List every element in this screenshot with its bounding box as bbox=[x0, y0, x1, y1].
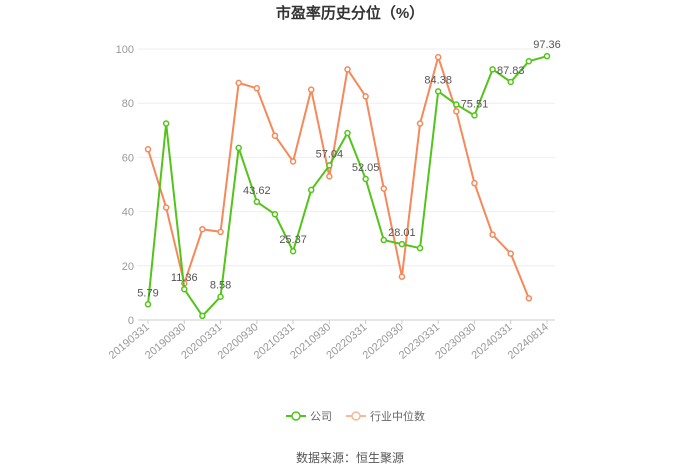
data-label: 84.38 bbox=[424, 74, 452, 86]
data-label: 97.36 bbox=[533, 39, 561, 51]
legend-marker bbox=[291, 411, 301, 421]
legend-item-industry-median[interactable]: 行业中位数 bbox=[346, 409, 425, 423]
data-label: 52.05 bbox=[352, 162, 380, 174]
data-point bbox=[416, 120, 424, 127]
data-label: 87.83 bbox=[497, 65, 525, 77]
data-label: 25.37 bbox=[279, 234, 307, 246]
legend-item-company[interactable]: 公司 bbox=[286, 411, 332, 423]
data-point bbox=[362, 175, 369, 183]
legend[interactable]: 公司 行业中位数 bbox=[286, 409, 425, 423]
data-label: 11.36 bbox=[171, 272, 198, 284]
data-point bbox=[271, 132, 279, 139]
data-point bbox=[362, 93, 369, 100]
data-point bbox=[235, 144, 242, 152]
data-point bbox=[344, 129, 351, 137]
x-axis: 2019033120190930202003312020093020210331… bbox=[107, 320, 551, 362]
series-layer bbox=[144, 52, 551, 320]
y-tick-label: 60 bbox=[122, 152, 134, 164]
x-tick-label: 20240814 bbox=[506, 321, 551, 362]
data-label: 5.79 bbox=[137, 287, 158, 299]
data-source: 数据来源：恒生聚源 bbox=[296, 450, 404, 465]
data-point bbox=[380, 236, 388, 244]
series-line-industry-median bbox=[147, 56, 530, 299]
data-point bbox=[398, 240, 406, 248]
data-point bbox=[543, 52, 551, 60]
legend-label: 行业中位数 bbox=[370, 409, 425, 423]
data-point bbox=[525, 57, 533, 65]
data-point bbox=[199, 312, 206, 320]
data-point bbox=[253, 198, 261, 206]
y-tick-label: 40 bbox=[122, 207, 134, 219]
y-tick-label: 100 bbox=[116, 44, 134, 56]
y-tick-label: 0 bbox=[128, 315, 134, 327]
data-point bbox=[217, 293, 224, 300]
data-label: 28.01 bbox=[388, 227, 416, 239]
data-point bbox=[217, 228, 224, 236]
data-point bbox=[434, 53, 442, 61]
data-point bbox=[162, 120, 170, 127]
grid-lines bbox=[138, 48, 555, 321]
data-label: 43.62 bbox=[243, 185, 271, 197]
data-point bbox=[507, 250, 514, 257]
y-tick-label: 20 bbox=[122, 261, 134, 273]
legend-label: 公司 bbox=[310, 411, 332, 423]
data-point bbox=[307, 186, 315, 194]
data-point bbox=[398, 273, 406, 280]
y-axis: 0 20 40 60 80 100 bbox=[116, 44, 134, 327]
data-point bbox=[326, 162, 333, 169]
data-point bbox=[235, 79, 242, 87]
data-point bbox=[253, 85, 261, 92]
data-point bbox=[453, 101, 460, 108]
data-point bbox=[489, 66, 496, 73]
data-point bbox=[199, 225, 206, 233]
data-point bbox=[434, 88, 442, 95]
series-line-company bbox=[147, 55, 548, 317]
y-tick-label: 80 bbox=[122, 98, 134, 110]
data-point bbox=[307, 86, 315, 93]
data-point bbox=[144, 301, 152, 308]
data-label: 8.58 bbox=[210, 280, 231, 292]
data-point bbox=[162, 204, 170, 211]
data-point bbox=[453, 108, 460, 115]
data-point bbox=[471, 179, 478, 187]
data-labels: 5.79 11.36 8.58 43.62 25.37 57.04 52.05 28.01 84… bbox=[137, 39, 560, 299]
data-point bbox=[416, 244, 424, 252]
data-point bbox=[289, 158, 297, 165]
data-point bbox=[289, 247, 297, 255]
legend-marker bbox=[351, 411, 361, 421]
chart-title: 市盈率历史分位（%） bbox=[276, 4, 424, 22]
data-point bbox=[525, 295, 533, 302]
data-point bbox=[507, 78, 514, 86]
data-point bbox=[144, 146, 152, 153]
data-point bbox=[489, 231, 496, 238]
data-point bbox=[181, 285, 188, 293]
data-label: 57.04 bbox=[316, 148, 344, 160]
data-point bbox=[471, 112, 478, 119]
data-label: 75.51 bbox=[461, 98, 489, 110]
data-point bbox=[380, 185, 388, 192]
data-point bbox=[344, 66, 351, 73]
data-point bbox=[326, 173, 333, 180]
data-point bbox=[271, 211, 279, 218]
